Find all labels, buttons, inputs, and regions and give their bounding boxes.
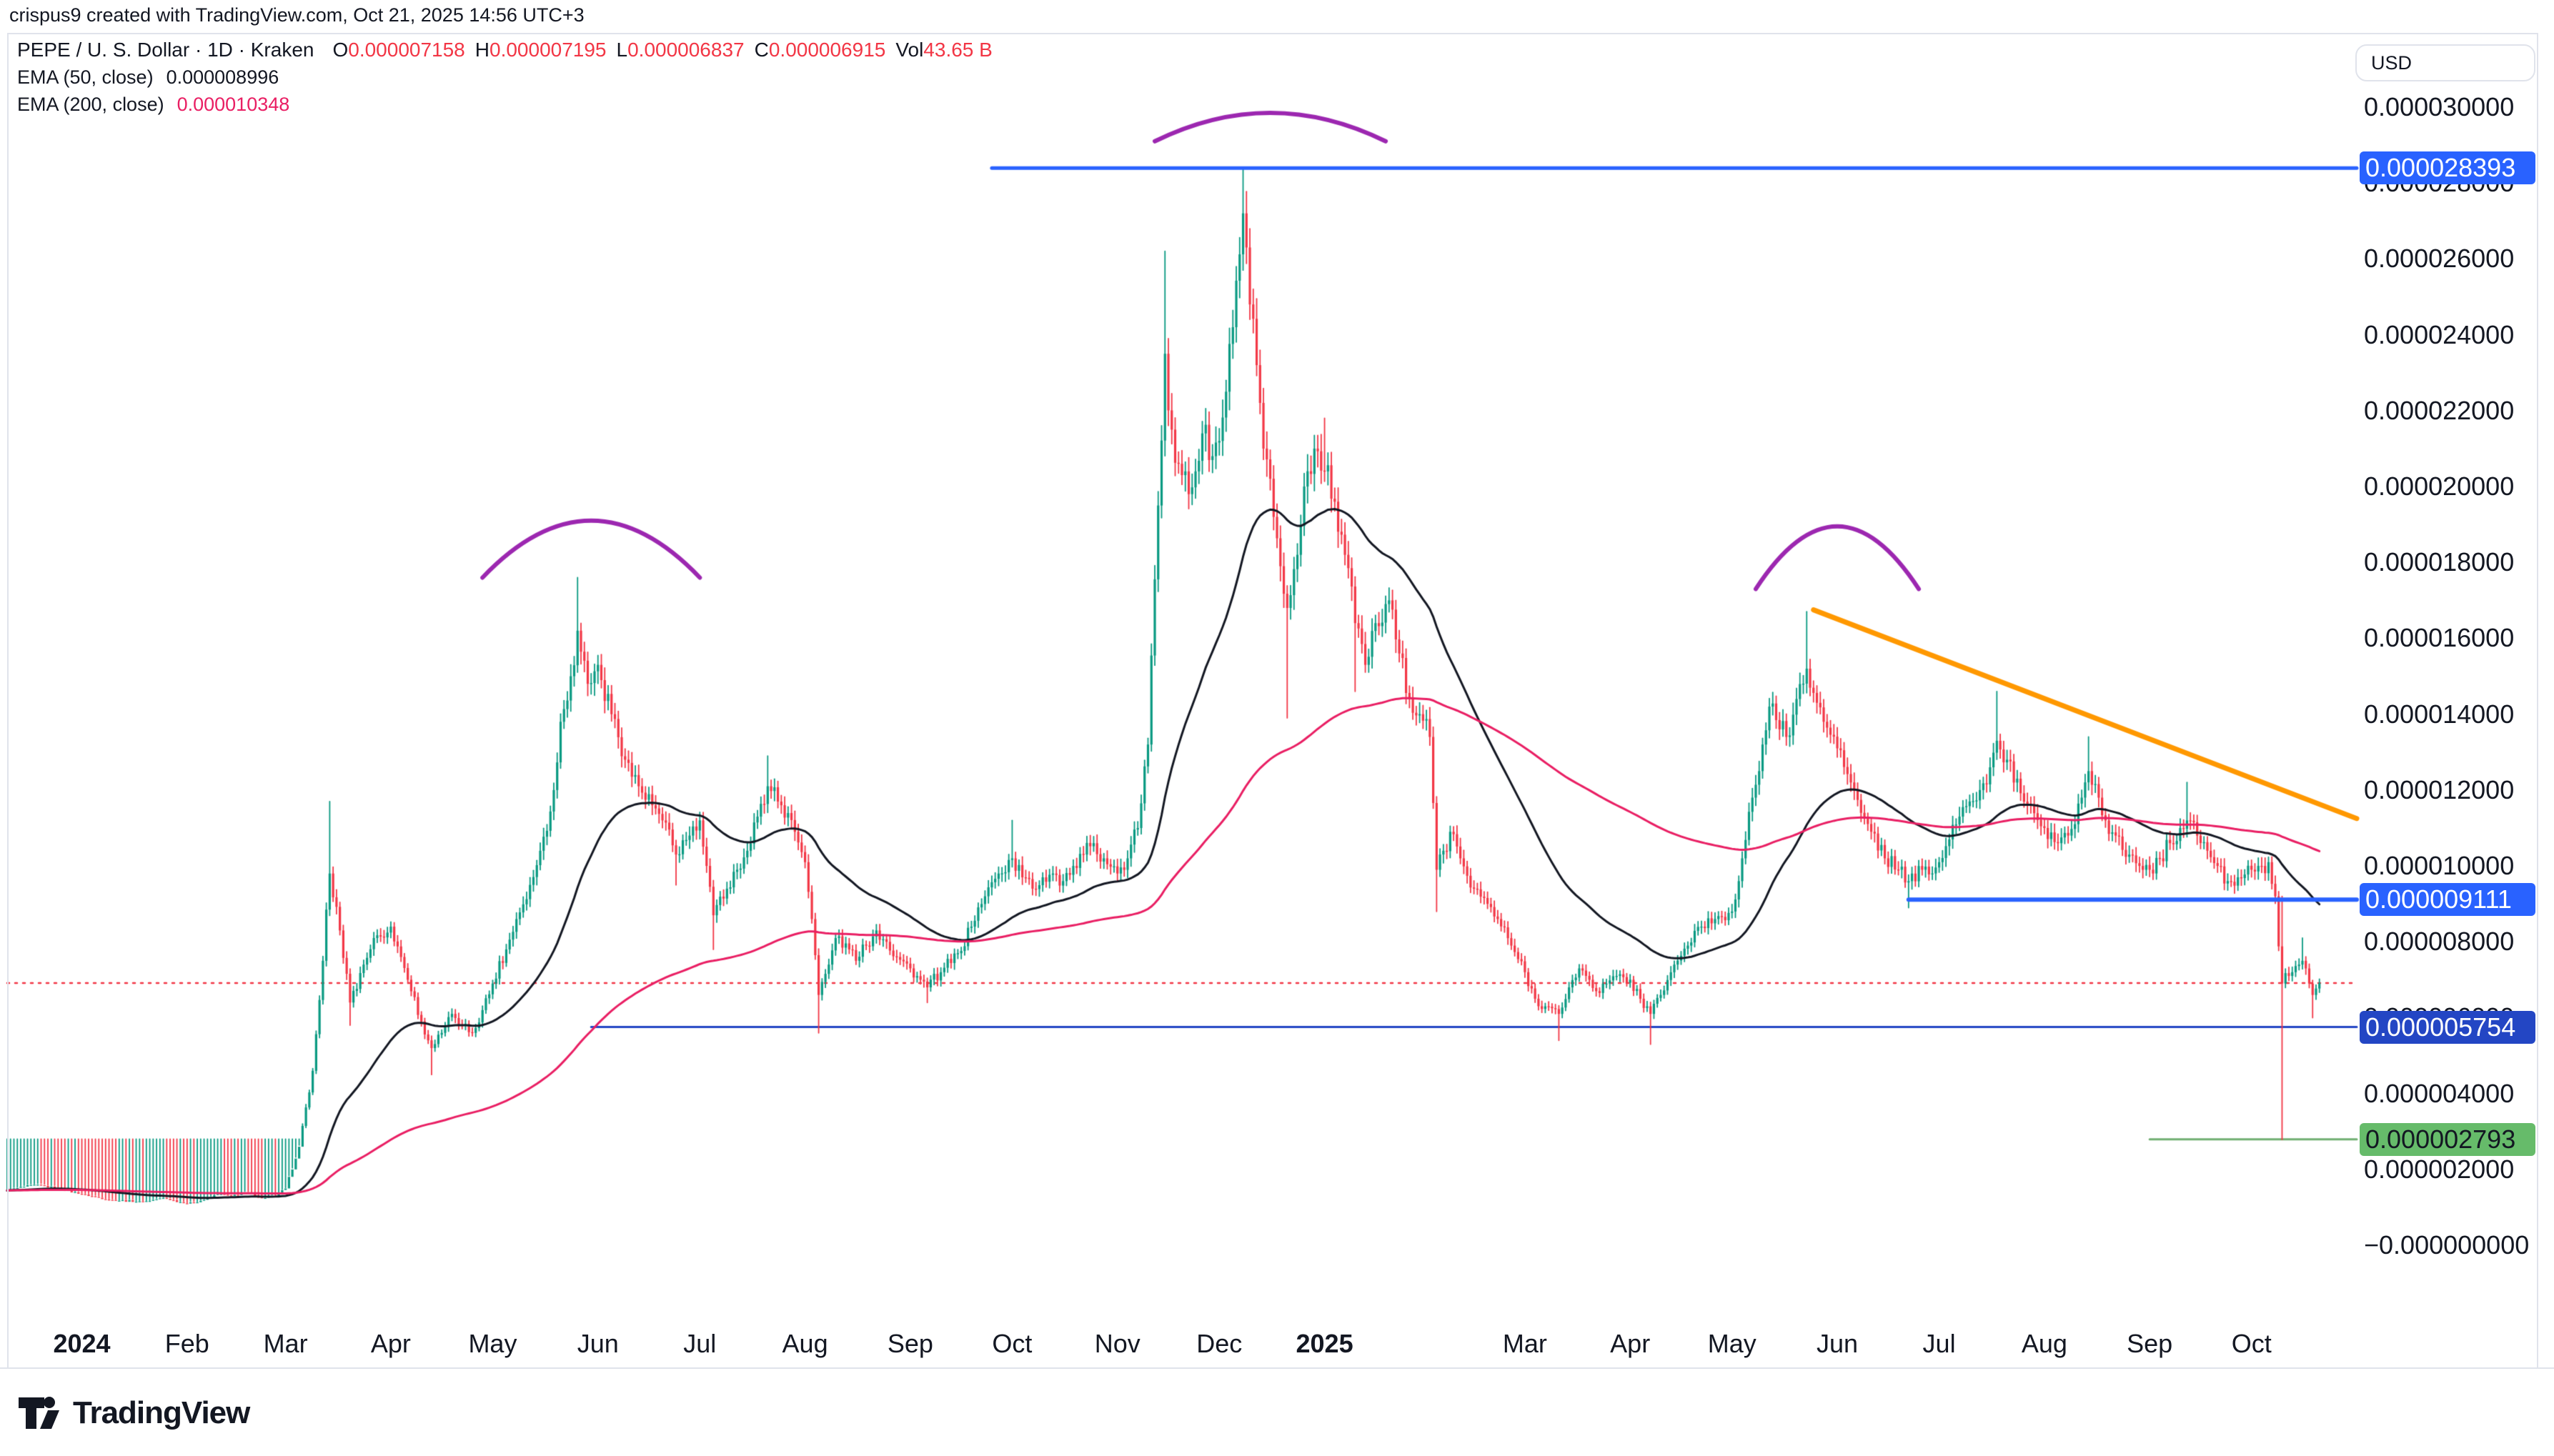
- time-axis-label: Mar: [1502, 1329, 1547, 1358]
- watermark: crispus9 created with TradingView.com, O…: [9, 4, 585, 26]
- price-axis[interactable]: 0.0000300000.0000280000.0000260000.00002…: [2358, 34, 2537, 1323]
- time-axis-label: Feb: [164, 1329, 209, 1358]
- time-axis-label: 2025: [1296, 1329, 1353, 1358]
- price-axis-label: 0.000002000: [2364, 1154, 2515, 1184]
- price-axis-label: 0.000016000: [2364, 623, 2515, 653]
- volume-value: 43.65 B: [923, 39, 993, 61]
- time-axis-label: Mar: [263, 1329, 308, 1358]
- tradingview-logo-icon: [19, 1397, 59, 1429]
- ema200-label: EMA (200, close): [17, 94, 164, 115]
- tradingview-logo[interactable]: TradingView: [17, 1390, 250, 1436]
- price-axis-label: 0.000008000: [2364, 927, 2515, 957]
- legend: PEPE / U. S. Dollar · 1D · Kraken O0.0000…: [17, 40, 993, 122]
- low-value: 0.000006837: [627, 39, 745, 61]
- time-axis-label: Sep: [887, 1329, 933, 1358]
- currency-label: USD: [2371, 51, 2413, 74]
- axis-right-border: [2537, 33, 2538, 1367]
- price-axis-label: 0.000024000: [2364, 319, 2515, 349]
- price-level-badge: 0.000009111: [2360, 883, 2535, 917]
- symbol-title: PEPE / U. S. Dollar · 1D · Kraken: [17, 39, 314, 61]
- time-axis-label: Oct: [2231, 1329, 2272, 1358]
- symbol-row: PEPE / U. S. Dollar · 1D · Kraken O0.0000…: [17, 40, 993, 60]
- time-axis-label: Oct: [992, 1329, 1033, 1358]
- chart-bottom-separator: [0, 1367, 2554, 1369]
- time-axis-label: Jun: [577, 1329, 619, 1358]
- time-axis[interactable]: 2024 Feb Mar Apr May Jun Jul Aug Sep Oct Nov Dec 202…: [7, 1323, 2357, 1366]
- ema50-value: 0.000008996: [166, 66, 279, 88]
- price-axis-label: 0.000014000: [2364, 699, 2515, 729]
- time-axis-label: Nov: [1094, 1329, 1141, 1358]
- close-label: C: [754, 39, 769, 61]
- price-axis-label: 0.000004000: [2364, 1078, 2515, 1108]
- ema50-label: EMA (50, close): [17, 66, 154, 88]
- currency-toggle-button[interactable]: USD: [2355, 44, 2535, 81]
- open-label: O: [332, 39, 349, 61]
- price-axis-label: 0.000030000: [2364, 91, 2515, 121]
- time-axis-label: Jun: [1816, 1329, 1859, 1358]
- price-level-badge: 0.000028393: [2360, 151, 2535, 185]
- time-axis-label: May: [1707, 1329, 1757, 1358]
- time-axis-label: Apr: [1610, 1329, 1651, 1358]
- price-axis-label: 0.000010000: [2364, 851, 2515, 881]
- price-level-badge: 0.000005754: [2360, 1010, 2535, 1044]
- time-axis-label: Dec: [1196, 1329, 1243, 1358]
- time-axis-label: Sep: [2127, 1329, 2173, 1358]
- time-axis-label: 2024: [53, 1329, 111, 1358]
- price-axis-label: 0.000020000: [2364, 472, 2515, 502]
- high-value: 0.000007195: [490, 39, 607, 61]
- time-axis-label: Aug: [782, 1329, 828, 1358]
- close-value: 0.000006915: [768, 39, 886, 61]
- price-level-badge: 0.000002793: [2360, 1122, 2535, 1156]
- volume-label: Vol: [895, 39, 924, 61]
- tradingview-logo-text: TradingView: [73, 1395, 250, 1430]
- price-axis-label: 0.000026000: [2364, 244, 2515, 274]
- chart-left-border: [7, 33, 9, 1367]
- high-label: H: [474, 39, 490, 61]
- low-label: L: [616, 39, 628, 61]
- price-axis-label: 0.000018000: [2364, 547, 2515, 577]
- ema200-row: EMA (200, close) 0.000010348: [17, 95, 993, 114]
- price-axis-label: 0.000022000: [2364, 395, 2515, 425]
- price-axis-label: 0.000012000: [2364, 774, 2515, 804]
- time-axis-label: Jul: [683, 1329, 717, 1358]
- time-axis-label: Jul: [1922, 1329, 1956, 1358]
- ema50-row: EMA (50, close) 0.000008996: [17, 68, 993, 87]
- open-value: 0.000007158: [348, 39, 465, 61]
- price-axis-label: −0.000000000: [2364, 1230, 2530, 1260]
- time-axis-label: May: [468, 1329, 517, 1358]
- chart-top-border: [7, 33, 2537, 34]
- time-axis-label: Apr: [370, 1329, 411, 1358]
- time-axis-label: Aug: [2021, 1329, 2067, 1358]
- ema200-value: 0.000010348: [177, 94, 290, 115]
